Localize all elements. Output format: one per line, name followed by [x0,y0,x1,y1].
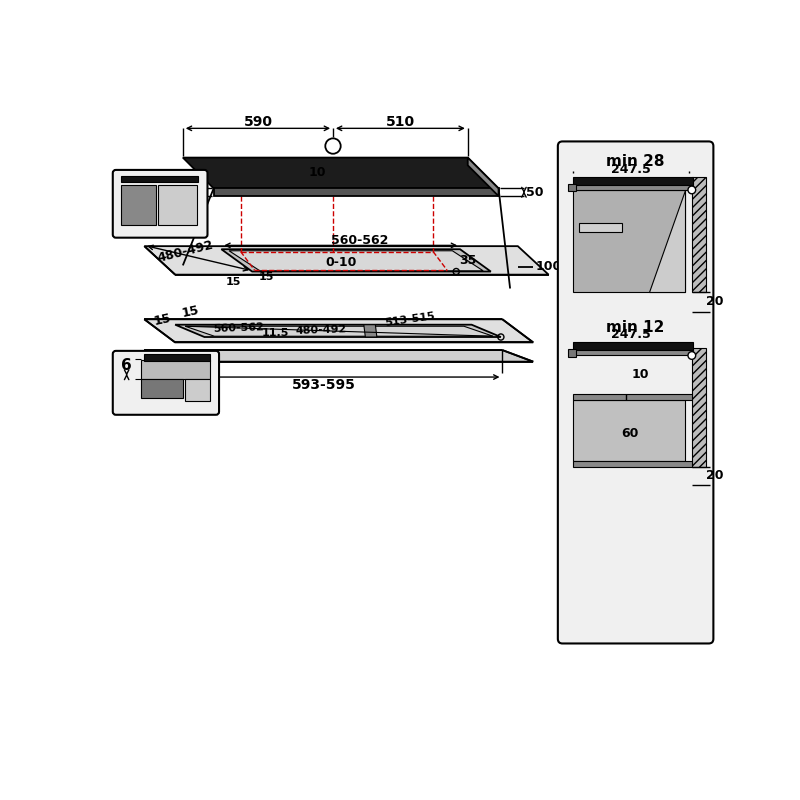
Text: 11.5: 11.5 [262,328,289,338]
Text: min 12: min 12 [606,319,665,334]
Polygon shape [364,325,377,337]
Bar [574,342,693,350]
Bar [141,379,183,398]
Bar [158,186,197,226]
Text: 15: 15 [258,272,274,282]
Polygon shape [229,250,483,270]
Bar [692,348,706,467]
Circle shape [688,186,696,194]
Text: 20: 20 [706,295,724,308]
Polygon shape [468,158,498,196]
Text: 560-562: 560-562 [214,322,265,334]
Text: 513-515: 513-515 [384,311,436,328]
Text: 247.5: 247.5 [611,162,651,176]
Circle shape [688,352,696,359]
Text: 60: 60 [621,426,638,440]
Text: 593-595: 593-595 [292,378,356,392]
Polygon shape [144,350,534,362]
Bar [692,177,706,292]
Text: 6: 6 [122,358,132,373]
Polygon shape [175,325,501,337]
FancyBboxPatch shape [113,170,207,238]
Bar [579,223,622,232]
Text: 560-562: 560-562 [331,234,389,247]
FancyBboxPatch shape [558,142,714,643]
Polygon shape [649,190,685,292]
Text: 480-492: 480-492 [156,238,214,265]
Text: 15: 15 [226,278,241,287]
Bar [144,354,210,361]
Text: 10: 10 [632,368,650,382]
Bar [185,379,210,401]
Bar [574,177,693,185]
Text: 480-492: 480-492 [296,324,347,336]
Bar [568,184,575,191]
Polygon shape [144,246,549,274]
Text: 10: 10 [309,166,326,179]
Bar [574,350,693,355]
Polygon shape [185,326,493,336]
Polygon shape [183,158,498,188]
Text: 510: 510 [386,115,415,129]
Text: 0-10: 0-10 [325,256,356,269]
Text: min 28: min 28 [606,154,665,169]
Bar [568,350,575,357]
Polygon shape [214,188,498,196]
Text: 20: 20 [706,469,724,482]
Bar [574,461,693,467]
Bar [122,186,156,226]
Text: 15: 15 [181,303,201,320]
FancyBboxPatch shape [113,351,219,414]
Text: 35: 35 [459,254,477,266]
Bar [574,400,685,461]
Text: 15: 15 [152,311,172,327]
Bar [574,190,685,292]
Text: 4: 4 [153,186,162,198]
Polygon shape [222,250,491,271]
Text: 247.5: 247.5 [611,328,651,341]
Text: 100: 100 [535,261,562,274]
Bar [574,185,693,190]
Bar [574,394,693,400]
Bar [141,360,210,379]
Text: 50: 50 [526,186,543,198]
Polygon shape [144,319,534,342]
Bar [122,176,198,182]
Text: 590: 590 [243,115,273,129]
